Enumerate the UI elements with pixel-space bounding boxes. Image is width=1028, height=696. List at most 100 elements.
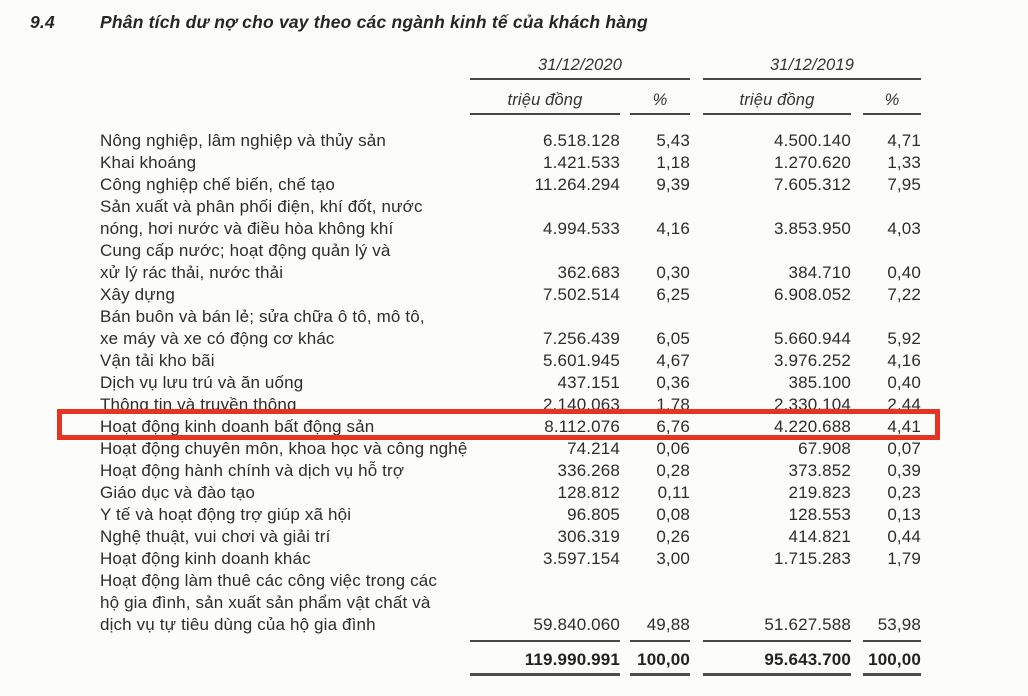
section-title: Phân tích dư nợ cho vay theo các ngành k… bbox=[100, 12, 648, 32]
amount-2019: 67.908 bbox=[798, 439, 851, 458]
table-row: Khai khoáng 1.421.533 1,18 1.270.620 1,3… bbox=[100, 152, 921, 174]
percent-2020: 5,43 bbox=[656, 131, 690, 150]
amount-2020: 3.597.154 bbox=[543, 549, 620, 568]
percent-2019: 53,98 bbox=[863, 614, 921, 642]
percent-2020: 4,67 bbox=[656, 351, 690, 370]
table-row: Hoạt động kinh doanh bất động sản 8.112.… bbox=[57, 409, 940, 440]
sector-label: Hoạt động làm thuê các công việc trong c… bbox=[100, 571, 438, 634]
percent-2020: 0,28 bbox=[656, 461, 690, 480]
percent-2019: 0,23 bbox=[887, 483, 921, 502]
percent-2020: 0,11 bbox=[657, 483, 690, 502]
amount-2019: 1.270.620 bbox=[774, 153, 851, 172]
percent-2020: 0,36 bbox=[656, 373, 690, 392]
percent-2019: 0,44 bbox=[887, 527, 921, 546]
amount-2020: 7.502.514 bbox=[543, 285, 620, 304]
amount-2020: 6.518.128 bbox=[543, 131, 620, 150]
total-percent-2019: 100,00 bbox=[863, 649, 921, 676]
table-row: Hoạt động làm thuê các công việc trong c… bbox=[100, 570, 921, 642]
table-row: Y tế và hoạt động trợ giúp xã hội 96.805… bbox=[100, 504, 921, 526]
sector-label: Nghệ thuật, vui chơi và giải trí bbox=[100, 527, 331, 546]
table-row: Hoạt động chuyên môn, khoa học và công n… bbox=[100, 438, 921, 460]
amount-2020: 5.601.945 bbox=[543, 351, 620, 370]
percent-2019: 1,79 bbox=[887, 549, 921, 568]
percent-2020: 49,88 bbox=[630, 614, 690, 642]
table-body: Nông nghiệp, lâm nghiệp và thủy sản 6.51… bbox=[57, 130, 940, 642]
percent-2019: 4,71 bbox=[887, 131, 921, 150]
percent-2020: 0,26 bbox=[656, 527, 690, 546]
percent-2019: 7,95 bbox=[887, 175, 921, 194]
amount-2019: 2.330.104 bbox=[774, 395, 851, 414]
percent-2019: 0,40 bbox=[887, 263, 921, 282]
amount-2019: 51.627.588 bbox=[703, 614, 851, 642]
unit-header-2019: triệu đồng bbox=[703, 91, 851, 115]
amount-2020: 2.140.063 bbox=[543, 395, 620, 414]
percent-2019: 4,16 bbox=[887, 351, 921, 370]
total-label bbox=[100, 649, 470, 676]
percent-2020: 1,78 bbox=[656, 395, 690, 414]
sector-label: Vận tải kho bãi bbox=[100, 351, 215, 370]
percent-2019: 5,92 bbox=[887, 329, 921, 348]
percent-2019: 0,40 bbox=[887, 373, 921, 392]
sector-label: Bán buôn và bán lẻ; sửa chữa ô tô, mô tô… bbox=[100, 307, 425, 348]
amount-2019: 414.821 bbox=[788, 527, 851, 546]
percent-2019: 0,39 bbox=[887, 461, 921, 480]
amount-2020: 128.812 bbox=[557, 483, 620, 502]
amount-2019: 5.660.944 bbox=[774, 329, 851, 348]
amount-2019: 6.908.052 bbox=[774, 285, 851, 304]
total-amount-2020: 119.990.991 bbox=[470, 649, 620, 676]
sector-label: Khai khoáng bbox=[100, 153, 197, 172]
header-spacer bbox=[100, 91, 470, 115]
percent-header-2020: % bbox=[630, 91, 690, 115]
amount-2020: 96.805 bbox=[567, 505, 620, 524]
amount-2019: 4.220.688 bbox=[774, 417, 851, 436]
amount-2020: 8.112.076 bbox=[544, 417, 620, 436]
total-percent-2020: 100,00 bbox=[630, 649, 690, 676]
loan-sector-table: 31/12/2020 31/12/2019 triệu đồng % triệu… bbox=[57, 56, 940, 676]
table-row: Thông tin và truyền thông 2.140.063 1,78… bbox=[100, 394, 921, 416]
percent-2019: 0,13 bbox=[887, 505, 921, 524]
table-row: Xây dựng 7.502.514 6,25 6.908.052 7,22 bbox=[100, 284, 921, 306]
amount-2020: 362.683 bbox=[557, 263, 620, 282]
percent-2019: 1,33 bbox=[887, 153, 921, 172]
unit-header-2020: triệu đồng bbox=[470, 91, 620, 115]
percent-2020: 6,76 bbox=[656, 417, 690, 436]
amount-2019: 3.976.252 bbox=[774, 351, 851, 370]
amount-2020: 336.268 bbox=[557, 461, 620, 480]
sector-label: Hoạt động hành chính và dịch vụ hỗ trợ bbox=[100, 461, 405, 480]
table-row: Công nghiệp chế biến, chế tạo 11.264.294… bbox=[100, 174, 921, 196]
percent-header-2019: % bbox=[863, 91, 921, 115]
period-header-2019: 31/12/2019 bbox=[703, 56, 921, 80]
amount-2019: 1.715.283 bbox=[774, 549, 851, 568]
percent-2020: 0,30 bbox=[656, 263, 690, 282]
amount-2019: 4.500.140 bbox=[774, 131, 851, 150]
sector-label: Sản xuất và phân phối điện, khí đốt, nướ… bbox=[100, 197, 423, 238]
amount-2020: 4.994.533 bbox=[543, 219, 620, 238]
unit-header-row: triệu đồng % triệu đồng % bbox=[100, 91, 921, 115]
sector-label: Công nghiệp chế biến, chế tạo bbox=[100, 175, 335, 194]
table-row: Cung cấp nước; hoạt động quản lý và xử l… bbox=[100, 240, 921, 284]
table-row: Hoạt động kinh doanh khác 3.597.154 3,00… bbox=[100, 548, 921, 570]
table-row: Dịch vụ lưu trú và ăn uống 437.151 0,36 … bbox=[100, 372, 921, 394]
percent-2019: 4,03 bbox=[887, 219, 921, 238]
amount-2020: 1.421.533 bbox=[543, 153, 620, 172]
sector-label: Xây dựng bbox=[100, 285, 175, 304]
amount-2019: 385.100 bbox=[788, 373, 851, 392]
percent-2019: 2,44 bbox=[887, 395, 921, 414]
sector-label: Dịch vụ lưu trú và ăn uống bbox=[100, 373, 304, 392]
amount-2020: 306.319 bbox=[557, 527, 620, 546]
amount-2019: 7.605.312 bbox=[774, 175, 851, 194]
table-row: Sản xuất và phân phối điện, khí đốt, nướ… bbox=[100, 196, 921, 240]
percent-2020: 6,05 bbox=[656, 329, 690, 348]
table-row: Vận tải kho bãi 5.601.945 4,67 3.976.252… bbox=[100, 350, 921, 372]
percent-2020: 4,16 bbox=[656, 219, 690, 238]
table-row: Nông nghiệp, lâm nghiệp và thủy sản 6.51… bbox=[100, 130, 921, 152]
percent-2019: 0,07 bbox=[887, 439, 921, 458]
percent-2020: 1,18 bbox=[656, 153, 690, 172]
percent-2020: 3,00 bbox=[656, 549, 690, 568]
amount-2019: 373.852 bbox=[788, 461, 851, 480]
sector-label: Hoạt động chuyên môn, khoa học và công n… bbox=[100, 439, 468, 458]
sector-label: Hoạt động kinh doanh khác bbox=[100, 549, 311, 568]
amount-2020: 437.151 bbox=[557, 373, 620, 392]
header-spacer bbox=[100, 56, 470, 80]
